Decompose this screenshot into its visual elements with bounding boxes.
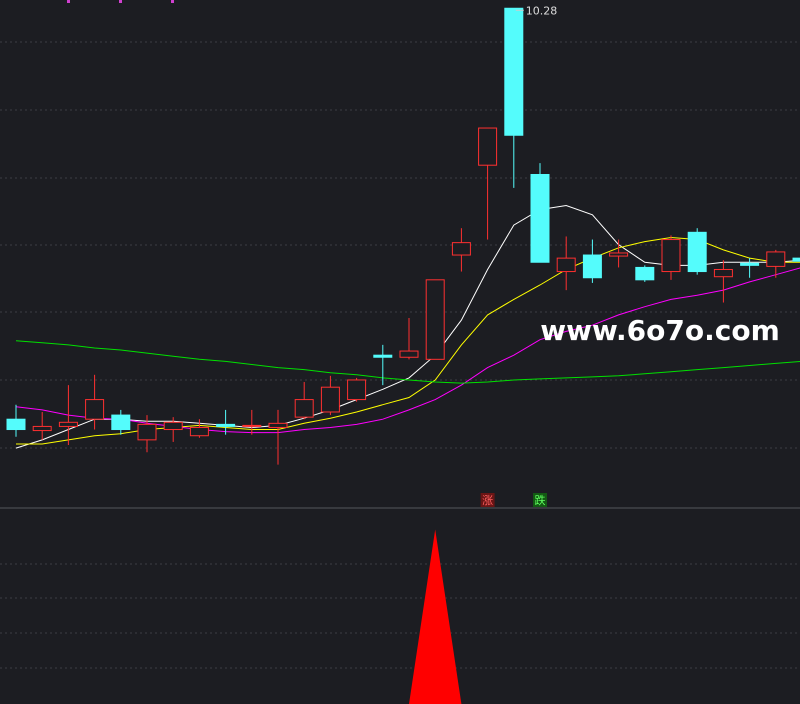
candle-body [189,426,209,437]
candle [740,258,760,278]
signal-label: 跌 [535,493,546,507]
candle [242,409,262,435]
candle [425,279,445,360]
candle [609,239,629,268]
candle [320,375,340,416]
candle [478,127,498,240]
candle [163,417,183,442]
candle-body [451,242,471,256]
candle [189,419,209,438]
watermark: www.6o7o.com [540,314,780,347]
moving-average-line [15,340,800,384]
marker-dot [119,0,122,3]
candle-body [478,127,498,166]
candle-body [635,266,655,281]
signal-badge [533,493,547,507]
candle [294,382,314,420]
candle-body [425,279,445,360]
candle [451,228,471,272]
candle-body [85,399,105,420]
candle-body [740,262,760,266]
signal-badge [480,493,495,507]
candle [687,228,707,275]
candle-body [242,424,262,427]
candle-body [582,254,602,279]
candle [111,409,131,435]
candle [530,163,550,263]
candle [85,374,105,430]
candle-body [320,386,340,413]
candle [713,260,733,303]
candle-body [661,239,681,273]
candle-body [713,268,733,278]
candle-body [530,173,550,263]
candle [6,404,26,437]
candle-body [792,257,800,262]
marker-dot [67,0,70,3]
candle-body [294,399,314,418]
candle [58,385,78,446]
candle [137,415,157,453]
candle-body [766,251,786,267]
candle-body [6,418,26,431]
candle-body [163,421,183,431]
candle [268,409,288,465]
candle-body [609,252,629,257]
candle-body [399,350,419,358]
candle [216,409,236,435]
candle-body [347,379,367,401]
signal-label: 涨 [482,494,493,507]
candle-body [268,422,288,428]
candle-body [556,257,576,273]
candle [556,236,576,291]
candle [32,411,52,440]
candle-body [687,231,707,273]
candle [373,344,393,386]
candle-body [32,425,52,432]
candle [504,7,524,188]
marker-dot [171,0,174,3]
candle-body [58,421,78,427]
candle [582,239,602,283]
candle [635,265,655,282]
candle-body [216,423,236,427]
candle [399,318,419,360]
candle [766,249,786,278]
candle-body [111,414,131,431]
candle [347,377,367,402]
candle [661,235,681,280]
candle-body [373,354,393,358]
candle [792,257,800,262]
high-label: 10.28 [526,4,558,17]
candle-body [504,7,524,136]
candle-body [137,423,157,441]
